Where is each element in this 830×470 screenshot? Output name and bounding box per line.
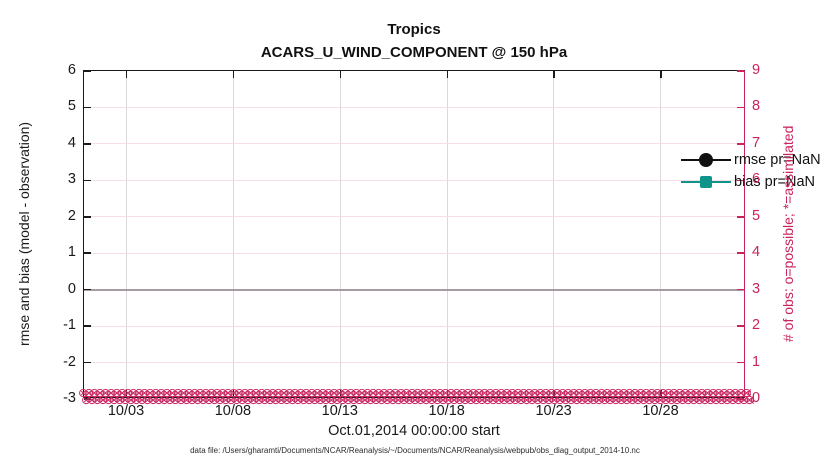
top-tick-mark [125,71,128,78]
horizontal-gridline [84,325,744,327]
left-tick-mark [84,398,91,400]
right-tick-mark [737,361,744,364]
top-tick-mark [339,71,342,78]
bottom-tick-mark [660,390,662,397]
right-tick-mark [737,143,744,145]
right-tick-label: 1 [752,353,761,370]
x-tick-label: 10/18 [428,403,465,419]
left-tick-mark [84,325,91,327]
left-tick-mark [84,361,91,364]
left-tick-label: -3 [63,389,76,406]
top-tick-mark [446,71,449,78]
plot-subtitle: ACARS_U_WIND_COMPONENT @ 150 hPa [260,44,568,61]
x-tick-label: 10/23 [535,403,572,419]
obs-count-markers-possible: ⊗⊗⊗⊗⊗⊗⊗⊗⊗⊗⊗⊗⊗⊗⊗⊗⊗⊗⊗⊗⊗⊗⊗⊗⊗⊗⊗⊗⊗⊗⊗⊗⊗⊗⊗⊗⊗⊗⊗⊗… [78,387,751,399]
left-tick-label: -2 [63,353,76,370]
vertical-gridline [660,71,662,397]
top-tick-mark [660,71,662,78]
horizontal-gridline [84,179,744,181]
left-tick-label: 0 [67,280,76,297]
x-tick-label: 10/13 [321,403,358,419]
vertical-gridline [232,71,234,397]
data-file-path: data file: /Users/gharamti/Documents/NCA… [190,446,640,455]
right-y-axis-label: # of obs: o=possible; *=assimilated [780,125,796,343]
right-tick-label: 5 [752,207,761,224]
vertical-gridlines [84,71,744,397]
left-y-axis-label: rmse and bias (model - observation) [16,121,32,347]
vertical-gridline [553,71,555,397]
right-tick-mark [737,325,744,327]
right-tick-mark [737,106,744,109]
vertical-gridline [125,71,127,397]
left-tick-mark [84,70,91,72]
legend-item: bias pr=NaN [681,172,821,192]
bottom-tick-mark [553,390,555,397]
x-tick-label: 10/08 [214,403,252,419]
legend-line-marker-sample [681,172,731,192]
right-tick-label: 6 [752,171,761,188]
horizontal-gridline [84,106,744,108]
right-tick-mark [737,179,744,182]
right-tick-label: 7 [752,134,761,151]
bottom-tick-mark [339,390,342,397]
right-tick-label: 4 [752,244,761,261]
right-tick-label: 0 [752,389,761,406]
top-tick-mark [553,71,555,78]
right-tick-mark [737,215,744,218]
left-tick-mark [84,288,91,291]
right-tick-label: 3 [752,280,761,297]
plot-area: rmse pr=NaN bias pr=NaN [83,70,821,400]
horizontal-gridline [84,252,744,254]
right-tick-mark [737,288,744,291]
left-tick-mark [84,179,91,182]
vertical-gridline [446,71,448,397]
horizontal-gridline [84,362,744,364]
left-tick-mark [84,106,91,109]
legend-item: rmse pr=NaN [681,150,821,170]
title-block: Tropics ACARS_U_WIND_COMPONENT @ 150 hPa [83,18,745,64]
left-tick-label: 4 [67,134,76,151]
left-tick-label: 6 [67,62,76,78]
horizontal-gridline [84,143,744,145]
left-tick-label: 1 [67,244,76,261]
left-tick-label: 3 [67,171,76,188]
right-tick-mark [737,398,744,400]
left-tick-mark [84,252,91,254]
legend-marker-icon [700,176,712,188]
right-tick-label: 2 [752,317,761,334]
horizontal-gridlines [84,71,744,397]
left-tick-label: -1 [63,317,76,334]
right-tick-mark [737,252,744,254]
bottom-tick-mark [446,390,449,397]
x-tick-label: 10/03 [107,403,145,419]
legend-label: bias pr=NaN [734,174,815,190]
left-tick-label: 5 [67,98,76,115]
legend-label: rmse pr=NaN [734,152,821,168]
right-tick-label: 9 [752,62,761,78]
legend: rmse pr=NaN bias pr=NaN [681,150,821,192]
right-tick-label: 8 [752,98,761,115]
left-tick-mark [84,215,91,218]
top-tick-mark [232,71,235,78]
horizontal-gridline [84,216,744,218]
bottom-tick-mark [125,390,128,397]
legend-marker-icon [699,153,713,167]
right-tick-mark [737,70,744,72]
bottom-tick-mark [232,390,235,397]
left-tick-label: 2 [67,207,76,224]
x-tick-label: 10/28 [642,403,679,419]
left-tick-mark [84,143,91,145]
zero-reference-line [84,288,744,291]
x-axis-label: Oct.01,2014 00:00:00 start [328,423,500,439]
vertical-gridline [339,71,341,397]
plot-region-title: Tropics [387,21,441,38]
obs-count-markers-assimilated: ⊗⊗⊗⊗⊗⊗⊗⊗⊗⊗⊗⊗⊗⊗⊗⊗⊗⊗⊗⊗⊗⊗⊗⊗⊗⊗⊗⊗⊗⊗⊗⊗⊗⊗⊗⊗⊗⊗⊗⊗… [81,394,754,406]
legend-line-marker-sample [681,150,731,170]
